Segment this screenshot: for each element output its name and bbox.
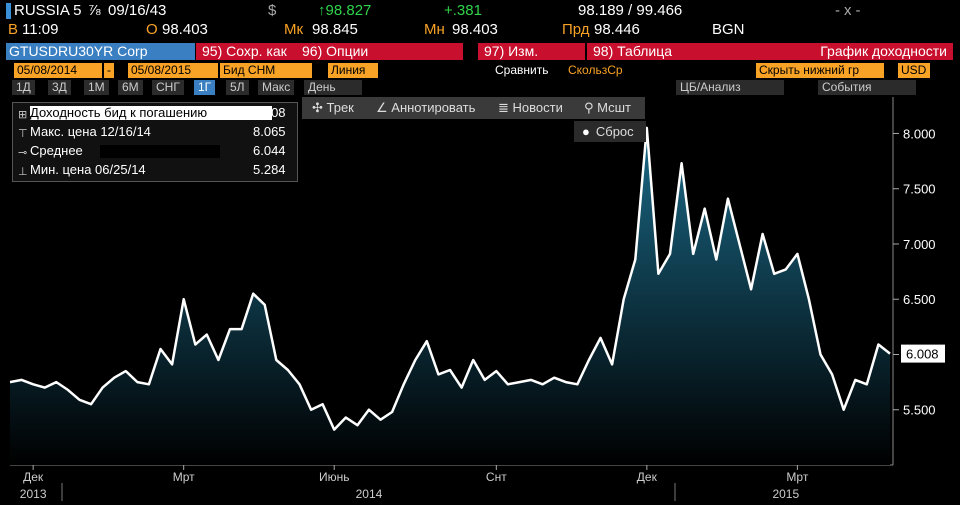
y-tick-label: 7.000 <box>903 237 936 252</box>
bid-ask: 98.189 / 99.466 <box>578 2 683 19</box>
y-tick-label: 7.500 <box>903 182 936 197</box>
window-menu[interactable]: -x- <box>835 2 865 19</box>
low: 98.403 <box>452 21 498 38</box>
currency-symbol: $ <box>268 2 277 19</box>
tool-button[interactable]: ✣ Трек <box>312 98 354 118</box>
last-price: ↑98.827 <box>318 2 372 19</box>
y-tick-label: 8.000 <box>903 126 936 141</box>
reset-button[interactable]: ● Сброс <box>574 121 646 142</box>
legend-swatch <box>100 145 220 158</box>
y-tick-label: 5.500 <box>903 403 936 418</box>
open-label: O <box>146 21 158 38</box>
date-dash: - <box>104 63 114 78</box>
last-value-box <box>901 344 945 363</box>
reset-label: Сброс <box>595 124 634 139</box>
source: BGN <box>712 21 745 38</box>
compare[interactable]: Сравнить <box>495 63 549 77</box>
x-tick-label: Июнь <box>319 470 350 484</box>
tool-label: Новости <box>512 100 563 115</box>
prev: 98.446 <box>594 21 640 38</box>
tool-button[interactable]: ∠ Аннотировать <box>376 98 475 118</box>
hide-select[interactable]: Скрыть нижний гр <box>756 63 884 78</box>
legend-value: 6.044 <box>253 143 286 158</box>
area-fill <box>10 127 890 466</box>
start-date[interactable]: 05/08/2014 <box>14 63 102 78</box>
open: 98.403 <box>162 21 208 38</box>
time-label: B <box>8 21 19 38</box>
end-date[interactable]: 05/08/2015 <box>128 63 218 78</box>
high: 98.845 <box>312 21 358 38</box>
tool-label: Трек <box>326 100 354 115</box>
icon: ≣ <box>498 100 513 115</box>
x-tick-label: Снт <box>486 470 507 484</box>
coupon: ⅞ <box>88 2 101 19</box>
menu-button[interactable]: 95) Сохр. как <box>196 43 301 60</box>
legend-value: 6.008 <box>253 105 286 120</box>
tool-button[interactable]: ⚲ Мсшт <box>584 98 631 118</box>
period-button[interactable]: 5Л <box>226 80 249 95</box>
security-field[interactable]: GTUSDRU30YR Corp <box>6 43 195 60</box>
menu-button[interactable]: 98) Таблица <box>587 43 719 60</box>
moving-average[interactable]: СкользСр <box>568 63 623 77</box>
tool-label: Аннотировать <box>391 100 476 115</box>
x-year-label: 2014 <box>356 487 383 501</box>
x-tick-label: Дек <box>637 470 658 484</box>
icon: ✣ <box>312 100 327 115</box>
price-change: +.381 <box>444 2 482 19</box>
low-label: Мн <box>424 21 445 38</box>
tool-button[interactable]: ≣ Новости <box>498 98 563 118</box>
period-button[interactable]: 3Д <box>48 80 71 95</box>
time: 11:09 <box>22 21 59 38</box>
legend-value: 8.065 <box>253 124 286 139</box>
legend-label: Доходность бид к погашению <box>30 106 272 120</box>
style-select[interactable]: Линия <box>328 63 378 78</box>
analysis-button[interactable]: ЦБ/Анализ <box>676 80 784 95</box>
x-tick-label: Мрт <box>173 470 195 484</box>
chart-toolbar <box>302 97 645 119</box>
period-button[interactable]: 1М <box>84 80 109 95</box>
legend-value: 5.284 <box>253 162 286 177</box>
x-tick-label: Мрт <box>786 470 808 484</box>
menu-button[interactable]: 96) Опции <box>296 43 463 60</box>
maturity: 09/16/43 <box>108 2 167 19</box>
period-button[interactable]: 1Д <box>12 80 35 95</box>
period-button[interactable]: СНГ <box>152 80 184 95</box>
ticker: RUSSIA 5 <box>14 2 82 19</box>
x-year-label: 2015 <box>772 487 799 501</box>
tool-label: Мсшт <box>597 100 631 115</box>
field-select[interactable]: Бид СНМ <box>220 63 312 78</box>
period-button[interactable]: Макс <box>258 80 295 95</box>
legend-icons: ⊞ ⊤ ⊸ ⊥ <box>18 109 28 178</box>
y-tick-label: 6.500 <box>903 292 936 307</box>
menu-button[interactable]: 97) Изм. <box>478 43 585 60</box>
security-marker <box>6 3 11 19</box>
x-year-label: 2013 <box>20 487 47 501</box>
frequency-select[interactable]: День <box>304 80 362 95</box>
icon: ∠ <box>376 100 392 115</box>
icon: ● <box>582 124 590 139</box>
legend-label: Мин. цена 06/25/14 <box>30 162 146 177</box>
high-label: Мк <box>284 21 304 38</box>
legend-label: Среднее <box>30 143 83 158</box>
screen-title: График доходности <box>712 43 953 60</box>
legend-label: Макс. цена 12/16/14 <box>30 124 190 140</box>
events-button[interactable]: События <box>818 80 916 95</box>
currency-select[interactable]: USD <box>898 63 930 78</box>
last-value-label: 6.008 <box>906 347 939 362</box>
period-button-active[interactable]: 1Г <box>194 80 216 95</box>
x-tick-label: Дек <box>23 470 44 484</box>
line <box>9 126 891 431</box>
icon: ⚲ <box>584 100 598 115</box>
prev-label: Прд <box>562 21 590 38</box>
period-button[interactable]: 6М <box>118 80 143 95</box>
